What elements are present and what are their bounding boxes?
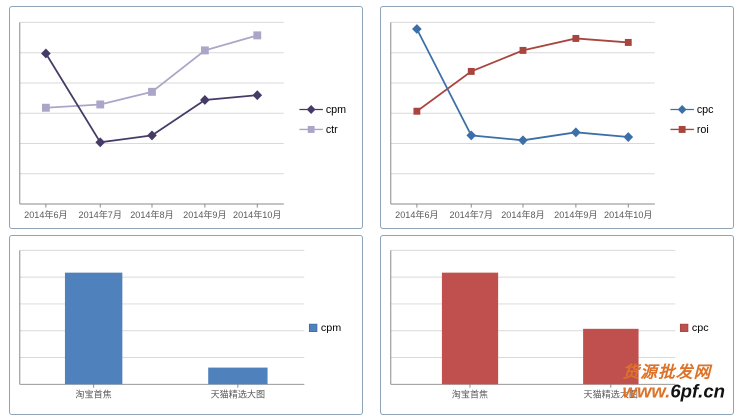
svg-text:2014年9月: 2014年9月 bbox=[183, 209, 226, 220]
svg-text:2014年7月: 2014年7月 bbox=[79, 209, 122, 220]
svg-text:2014年10月: 2014年10月 bbox=[604, 209, 652, 220]
svg-text:ctr: ctr bbox=[326, 124, 338, 136]
svg-text:2014年8月: 2014年8月 bbox=[501, 209, 544, 220]
svg-text:2014年6月: 2014年6月 bbox=[395, 209, 438, 220]
svg-text:淘宝首焦: 淘宝首焦 bbox=[452, 389, 488, 400]
svg-text:cpm: cpm bbox=[321, 322, 341, 334]
svg-text:货源批发网: 货源批发网 bbox=[623, 363, 713, 382]
svg-text:2014年9月: 2014年9月 bbox=[554, 209, 597, 220]
svg-text:2014年8月: 2014年8月 bbox=[130, 209, 173, 220]
svg-text:cpm: cpm bbox=[326, 104, 346, 116]
svg-text:roi: roi bbox=[697, 124, 709, 136]
svg-text:cpc: cpc bbox=[692, 322, 709, 334]
svg-text:2014年10月: 2014年10月 bbox=[233, 209, 281, 220]
svg-text:天猫精选大图: 天猫精选大图 bbox=[211, 389, 265, 400]
svg-text:www.6pf.cn: www.6pf.cn bbox=[623, 381, 726, 402]
svg-text:2014年6月: 2014年6月 bbox=[24, 209, 67, 220]
svg-text:淘宝首焦: 淘宝首焦 bbox=[75, 389, 111, 400]
svg-text:2014年7月: 2014年7月 bbox=[450, 209, 493, 220]
svg-text:cpc: cpc bbox=[697, 104, 714, 116]
